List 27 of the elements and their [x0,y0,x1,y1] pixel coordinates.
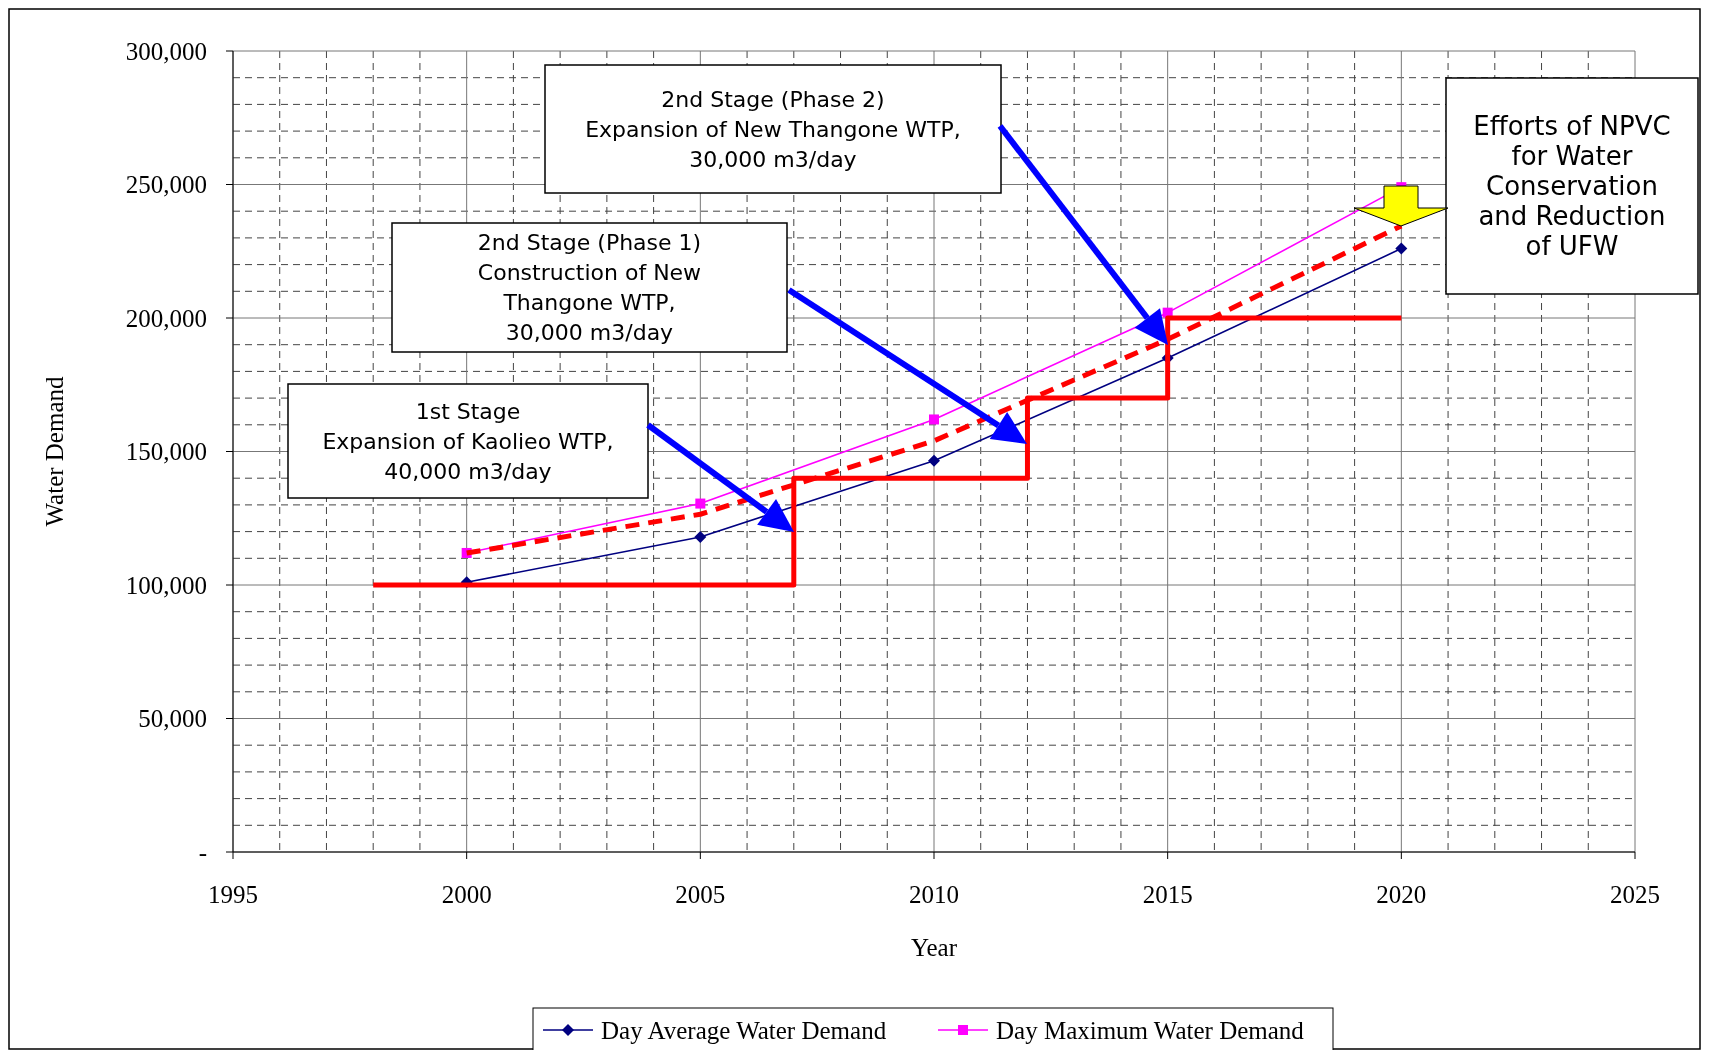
annotation: 2nd Stage (Phase 1) Construction of New Thangone WTP, 30,000 m3/day [477,230,702,346]
y-axis-title: Water Demand [41,376,68,527]
legend-label: Day Average Water Demand [601,1016,887,1044]
x-tick-label: 2020 [1376,881,1427,908]
x-tick-label: 2010 [909,881,959,908]
y-tick-label: - [198,838,207,866]
y-tick-label: 100,000 [125,571,207,599]
point [1395,242,1408,255]
x-tick-label: 2025 [1610,881,1660,908]
point [929,414,939,425]
x-tick-label: 2005 [675,881,726,908]
x-tick-label: 1995 [208,881,258,908]
y-tick-label: 250,000 [125,171,207,199]
x-axis-title: Year [910,934,958,961]
point [928,454,940,467]
y-tick-label: 150,000 [125,438,207,466]
annotation: Efforts of NPVC for Water Conservation and Reduction of UFW [1473,111,1671,262]
annotation: 1st Stage Expansion of Kaolieo WTP, 40,000 m3/day [322,398,614,484]
x-tick-label: 2000 [441,881,492,908]
y-tick-label: 300,000 [125,37,207,65]
y-tick-label: 50,000 [138,705,207,733]
annotation: 2nd Stage (Phase 2) Expansion of New Thangone WTP, 30,000 m3/day [585,86,961,172]
point [694,530,707,543]
legend-label: Day Maximum Water Demand [996,1016,1305,1044]
point [695,498,706,509]
x-tick-label: 2015 [1142,881,1193,908]
y-tick-label: 200,000 [125,304,207,332]
